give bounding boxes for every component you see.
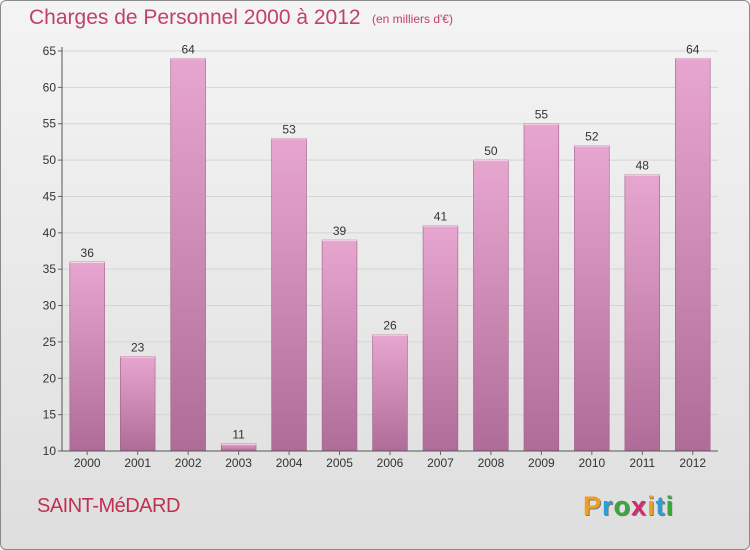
bar-2007 — [422, 225, 459, 452]
y-tick-label: 15 — [43, 408, 57, 422]
bar-2005 — [321, 239, 358, 452]
x-tick-label: 2007 — [427, 456, 454, 470]
logo-letter: o — [613, 491, 632, 521]
data-label: 50 — [484, 144, 498, 158]
data-label: 41 — [434, 210, 448, 224]
y-tick-label: 40 — [43, 226, 57, 240]
y-tick-label: 50 — [43, 153, 57, 167]
x-tick-label: 2002 — [175, 456, 202, 470]
bar-2003 — [220, 443, 257, 452]
axes: 10 15 20 25 30 35 40 45 50 55 60 65 2000 2001 2002 2003… — [43, 44, 718, 470]
x-tick-label: 2011 — [629, 456, 655, 470]
bar-2010 — [574, 145, 610, 452]
bar-2011 — [624, 174, 661, 452]
y-tick-label: 30 — [43, 299, 57, 313]
x-tick-label: 2001 — [124, 456, 151, 470]
bar-2000 — [69, 261, 105, 452]
logo-letter: i — [665, 491, 675, 521]
y-tick-label: 25 — [43, 335, 57, 349]
bar-2004 — [271, 137, 307, 452]
data-label: 23 — [131, 340, 145, 354]
x-tick-label: 2006 — [377, 456, 404, 470]
x-tick-label: 2003 — [225, 456, 252, 470]
x-tick-label: 2010 — [578, 456, 605, 470]
data-label: 64 — [181, 42, 195, 56]
y-tick-label: 60 — [43, 80, 57, 94]
x-tick-label: 2008 — [478, 456, 505, 470]
x-tick-label: 2012 — [679, 456, 706, 470]
x-tick-label: 2005 — [326, 456, 353, 470]
data-label: 64 — [686, 42, 700, 56]
y-tick-label: 20 — [43, 371, 57, 385]
logo-letter: t — [655, 491, 666, 521]
proxiti-logo: Proxiti — [583, 491, 674, 522]
data-label: 48 — [636, 159, 650, 173]
data-label: 11 — [232, 428, 245, 442]
logo-letter: r — [602, 491, 614, 521]
bar-2006 — [372, 334, 408, 452]
x-tick-label: 2009 — [528, 456, 555, 470]
data-label: 36 — [81, 246, 95, 260]
y-tick-label: 35 — [43, 262, 57, 276]
data-label: 52 — [585, 130, 599, 144]
bar-2001 — [119, 356, 156, 452]
logo-letter: P — [583, 491, 603, 521]
logo-letter: i — [647, 491, 656, 521]
bar-2008 — [473, 159, 509, 452]
data-label: 53 — [282, 122, 296, 136]
x-tick-label: 2004 — [276, 456, 303, 470]
bar-2002 — [170, 57, 206, 452]
data-labels: 36 23 64 11 53 39 26 41 50 55 52 48 64 — [81, 42, 700, 441]
y-tick-label: 10 — [43, 444, 57, 458]
bar-2012 — [675, 57, 711, 452]
chart-title: Charges de Personnel 2000 à 2012 — [29, 6, 361, 29]
y-tick-label: 45 — [43, 189, 57, 203]
data-label: 26 — [383, 319, 397, 333]
data-label: 39 — [333, 224, 347, 238]
bar-2009 — [523, 123, 560, 452]
y-tick-label: 65 — [43, 44, 57, 58]
commune-name: SAINT-MéDARD — [37, 495, 180, 517]
x-tick-label: 2000 — [74, 456, 101, 470]
chart-subtitle: (en milliers d'€) — [372, 12, 453, 26]
data-label: 55 — [535, 108, 549, 122]
logo-letter: x — [631, 491, 648, 521]
bars — [69, 57, 711, 452]
y-tick-label: 55 — [43, 117, 57, 131]
